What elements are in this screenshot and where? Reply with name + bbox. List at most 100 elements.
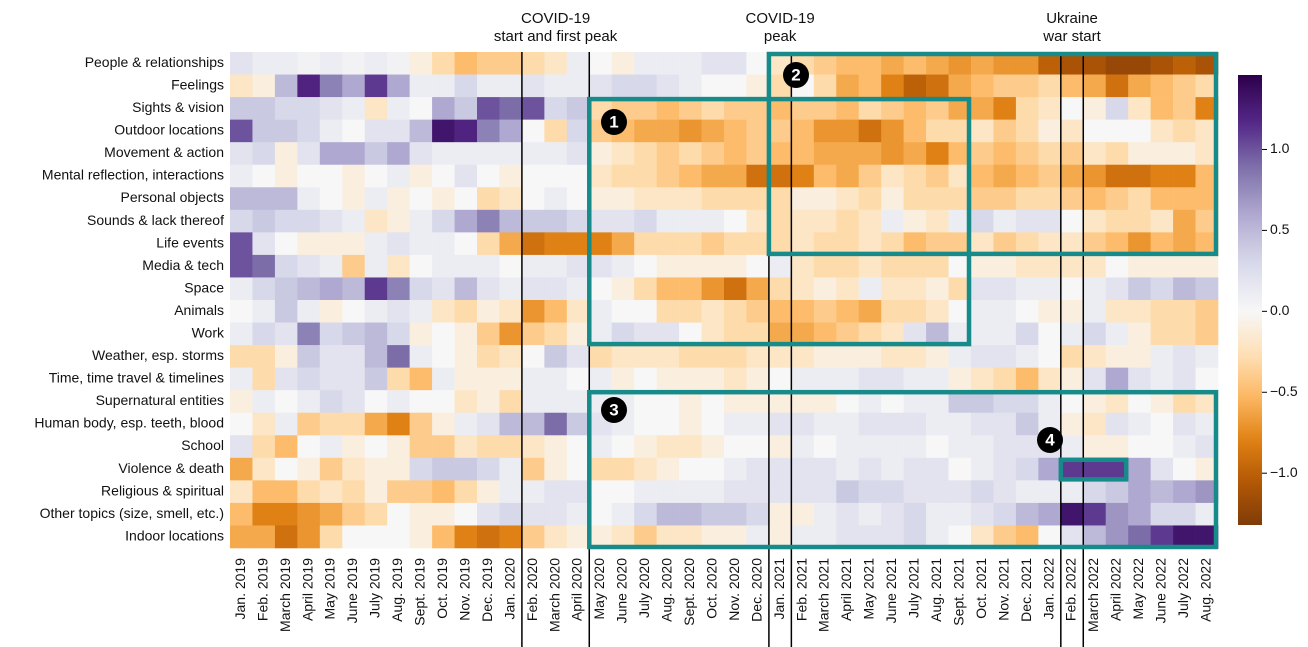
heatmap-cell [387,367,410,391]
heatmap-cell [656,277,680,301]
x-tick-label: July 2019 [367,558,383,618]
heatmap-cell [1083,457,1107,481]
heatmap-cell [1173,142,1196,166]
highlight-box [1058,457,1129,482]
x-tick-label: April 2021 [838,558,854,621]
heatmap-cell [948,322,972,346]
heatmap-cell [1195,502,1219,526]
y-tick-label: Indoor locations [125,527,224,543]
heatmap-cell [477,412,500,436]
y-tick-label: Personal objects [120,189,224,205]
heatmap-cell [454,435,478,459]
heatmap-cell [634,119,657,143]
heatmap-cell [544,209,568,233]
heatmap-cell [297,345,321,368]
heatmap-cell [746,322,770,346]
heatmap-cell [881,97,904,120]
heatmap-cell [319,435,343,459]
heatmap-cell [342,412,366,436]
heatmap-cell [477,119,500,143]
heatmap-cell [836,457,860,481]
heatmap-cell [858,277,882,301]
heatmap-cell [768,97,792,120]
heatmap-cell [364,390,388,414]
heatmap-cell [230,209,253,233]
heatmap-cell [364,435,388,459]
heatmap-cell [903,480,927,504]
heatmap-cell [903,187,927,211]
heatmap-cell [948,412,972,436]
heatmap-cell [813,277,837,301]
heatmap-cell [679,97,702,120]
heatmap-cell [1173,52,1196,75]
marker-label: 1 [609,112,618,131]
heatmap-cell [881,74,904,98]
heatmap-cell [746,164,770,188]
heatmap-cell [791,209,815,233]
x-tick-label: Feb. 2021 [793,558,809,621]
heatmap-cell [364,457,388,481]
heatmap-cell [948,435,972,459]
heatmap-cell [544,502,568,526]
heatmap-cell [948,277,972,301]
heatmap-cell [1150,119,1174,143]
heatmap-cell [926,187,949,211]
heatmap-cell [611,300,635,323]
heatmap-cell [544,457,568,481]
heatmap-cell [319,209,343,233]
heatmap-cell [701,209,725,233]
heatmap-cell [656,164,680,188]
heatmap-cell [926,412,949,436]
heatmap-cell [858,52,882,75]
heatmap-cell [926,435,949,459]
heatmap-cell [409,187,433,211]
heatmap-cell [813,435,837,459]
heatmap-cell [858,74,882,98]
heatmap-cell [409,525,433,549]
heatmap-cell [364,322,388,346]
heatmap-cell [836,97,860,120]
x-tick-label: Feb. 2020 [524,558,540,621]
heatmap-cell [746,300,770,323]
heatmap-cell [589,300,613,323]
heatmap-cell [230,480,253,504]
heatmap-cell [1060,142,1084,166]
heatmap-cell [387,142,410,166]
heatmap-cell [1083,209,1107,233]
heatmap-cell [409,232,433,256]
heatmap-cell [1173,412,1196,436]
heatmap-cell [274,97,298,120]
heatmap-cell [1195,254,1219,278]
heatmap-cell [274,52,298,75]
heatmap-cell [1083,277,1107,301]
heatmap-cell [746,435,770,459]
heatmap-cell [1128,345,1151,368]
heatmap-cell [432,254,455,278]
heatmap-cell [836,277,860,301]
heatmap-cell [746,412,770,436]
heatmap-cell [836,367,860,391]
heatmap-cell [566,435,590,459]
heatmap-cell [679,345,702,368]
heatmap-cell [566,52,590,75]
heatmap-cell [274,367,298,391]
heatmap-cell [454,164,478,188]
heatmap-cell [1038,367,1062,391]
heatmap-cell [768,525,792,549]
heatmap-cell [521,300,545,323]
heatmap-cell [926,119,949,143]
heatmap-cell [1083,367,1107,391]
heatmap-cell [409,164,433,188]
heatmap-cell [1060,119,1084,143]
heatmap-cell [656,390,680,414]
heatmap-cell [679,502,702,526]
heatmap-cell [971,119,994,143]
heatmap-cell [274,435,298,459]
heatmap-cell [1173,322,1196,346]
heatmap-cell [1128,502,1151,526]
heatmap-cell [1128,480,1151,504]
heatmap-cell [1195,322,1219,346]
x-tick-label: Nov. 2020 [726,558,742,621]
heatmap-cell [342,322,366,346]
heatmap-cell [881,300,904,323]
